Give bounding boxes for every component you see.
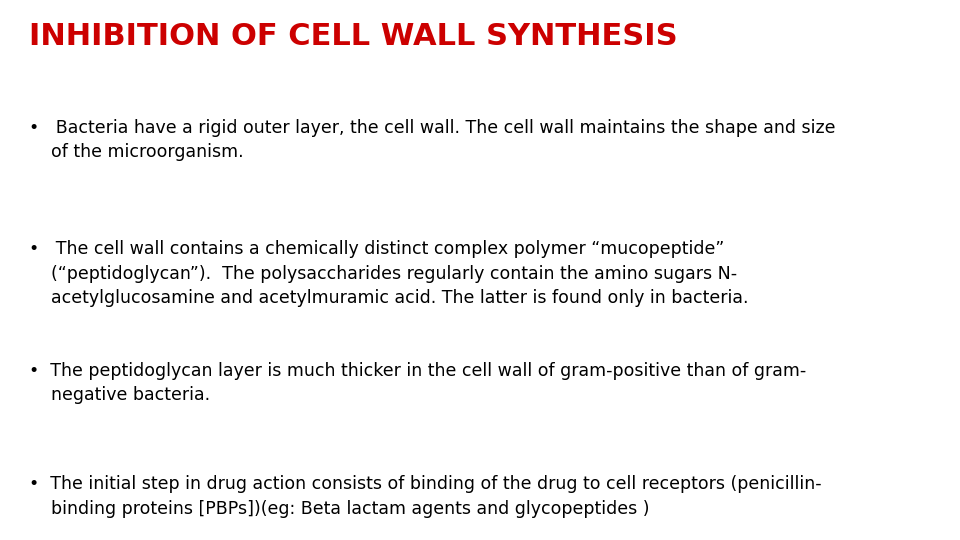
Text: •  The initial step in drug action consists of binding of the drug to cell recep: • The initial step in drug action consis…	[29, 475, 822, 517]
Text: •   The cell wall contains a chemically distinct complex polymer “mucopeptide”
 : • The cell wall contains a chemically di…	[29, 240, 748, 307]
Text: •  The peptidoglycan layer is much thicker in the cell wall of gram-positive tha: • The peptidoglycan layer is much thicke…	[29, 362, 806, 404]
Text: •   Bacteria have a rigid outer layer, the cell wall. The cell wall maintains th: • Bacteria have a rigid outer layer, the…	[29, 119, 835, 161]
Text: INHIBITION OF CELL WALL SYNTHESIS: INHIBITION OF CELL WALL SYNTHESIS	[29, 22, 678, 51]
